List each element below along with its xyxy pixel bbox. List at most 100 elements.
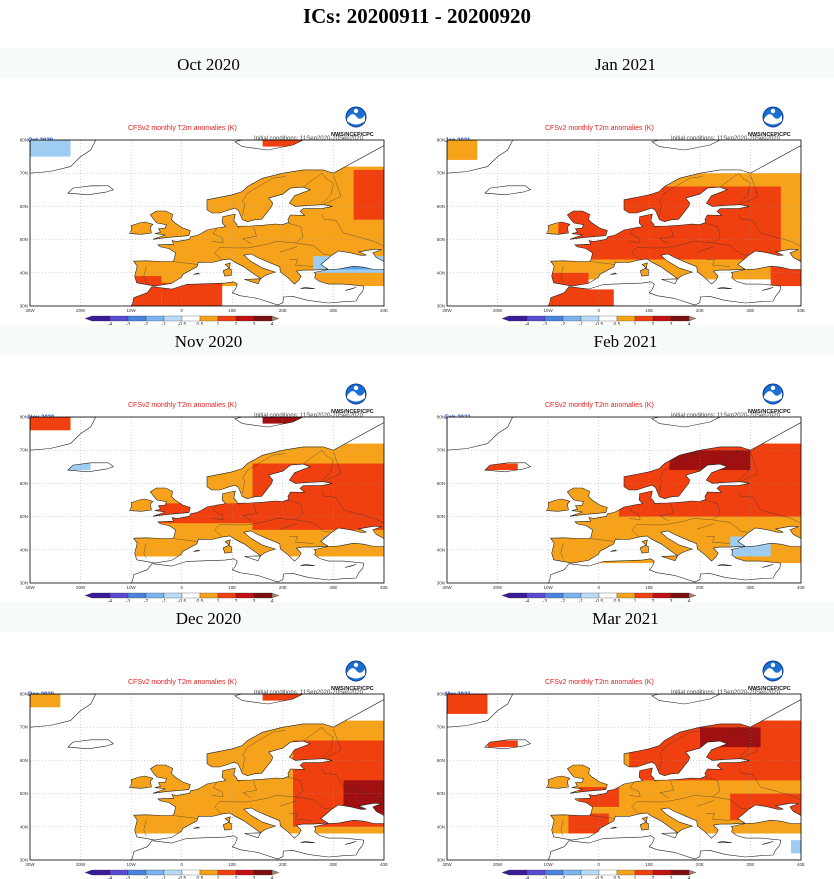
- lat-label: 50N: [437, 791, 445, 796]
- initial-conditions: Initial conditions: 11Sep2020-20Sep2020: [671, 413, 781, 419]
- panel-heading: Oct 2020: [0, 48, 417, 78]
- coastlines: [447, 694, 801, 860]
- lon-label: 30E: [329, 862, 337, 867]
- colorbar-tick: 3: [253, 322, 256, 325]
- lat-label: 40N: [20, 824, 28, 829]
- agency-label: NWS/NCEP/CPC: [331, 409, 374, 415]
- lon-label: 0: [180, 585, 183, 590]
- colorbar-tick: -2: [561, 322, 566, 325]
- lon-label: 20E: [279, 585, 287, 590]
- anomaly-map: CFSv2 monthly T2m anomalies (K) Initial c…: [437, 660, 805, 879]
- lat-label: 70N: [437, 725, 445, 730]
- lon-label: 20W: [493, 862, 503, 867]
- lon-label: 40E: [797, 862, 805, 867]
- map-title: CFSv2 monthly T2m anomalies (K): [545, 679, 654, 686]
- colorbar-tick: 2: [652, 599, 655, 602]
- lat-label: 40N: [20, 270, 28, 275]
- lon-label: 0: [180, 308, 183, 313]
- map-panel: Oct 2020 CFSv2 monthly T2m anomalies (K) I…: [0, 48, 417, 325]
- lon-label: 10W: [544, 585, 554, 590]
- map-panel: Jan 2021 CFSv2 monthly T2m anomalies (K) I…: [417, 48, 834, 325]
- lon-label: 10W: [544, 308, 554, 313]
- anomaly-map: CFSv2 monthly T2m anomalies (K) Initial c…: [20, 660, 388, 879]
- anomaly-cell: [262, 417, 314, 424]
- agency-label: NWS/NCEP/CPC: [748, 409, 791, 415]
- lon-label: 10W: [544, 862, 554, 867]
- noaa-logo-icon: [762, 106, 784, 128]
- colorbar-tick: -0.5: [595, 599, 604, 602]
- lat-label: 50N: [437, 514, 445, 519]
- lat-label: 70N: [20, 171, 28, 176]
- initial-conditions: Initial conditions: 11Sep2020-20Sep2020: [671, 690, 781, 696]
- lon-label: 20W: [493, 585, 503, 590]
- lon-label: 20E: [696, 308, 704, 313]
- colorbar-tick: -1: [579, 322, 584, 325]
- anomaly-cell: [353, 169, 384, 220]
- noaa-logo-icon: [762, 660, 784, 682]
- lon-label: 20E: [279, 308, 287, 313]
- map-panel: Dec 2020 CFSv2 monthly T2m anomalies (K) I…: [0, 602, 417, 879]
- lon-label: 30E: [329, 308, 337, 313]
- colorbar-tick: -2: [144, 322, 149, 325]
- anomaly-cell: [583, 289, 614, 306]
- agency-label: NWS/NCEP/CPC: [748, 686, 791, 692]
- colorbar-tick: -1: [162, 322, 167, 325]
- agency-label: NWS/NCEP/CPC: [331, 686, 374, 692]
- lon-label: 20W: [493, 308, 503, 313]
- coastlines: [30, 140, 384, 306]
- lat-label: 60N: [437, 204, 445, 209]
- noaa-logo-icon: [762, 383, 784, 405]
- anomaly-cell: [447, 694, 488, 714]
- lon-label: 30E: [746, 308, 754, 313]
- colorbar-tick: -4: [525, 322, 530, 325]
- panel-heading: Mar 2021: [417, 602, 834, 632]
- lat-label: 30N: [20, 581, 28, 586]
- colorbar-tick: 4: [271, 599, 274, 602]
- anomaly-map: CFSv2 monthly T2m anomalies (K) Initial c…: [437, 106, 805, 325]
- lon-label: 30W: [25, 585, 35, 590]
- lon-label: 40E: [797, 308, 805, 313]
- lat-label: 40N: [437, 547, 445, 552]
- colorbar-tick: 3: [253, 599, 256, 602]
- lat-label: 70N: [437, 171, 445, 176]
- colorbar-tick: 1: [217, 599, 220, 602]
- lat-label: 50N: [437, 237, 445, 242]
- lat-label: 80N: [20, 692, 28, 697]
- colorbar-tick: -2: [144, 599, 149, 602]
- map-panel: Feb 2021 CFSv2 monthly T2m anomalies (K) I…: [417, 325, 834, 602]
- colorbar-tick: -1: [579, 599, 584, 602]
- lon-label: 20E: [279, 862, 287, 867]
- colorbar-tick: 1: [634, 599, 637, 602]
- colorbar-tick: 1: [634, 322, 637, 325]
- lat-label: 70N: [20, 725, 28, 730]
- lat-label: 70N: [20, 448, 28, 453]
- colorbar: -4 -3 -2 -1 -0.5 0.5 1 2 3 4: [501, 869, 697, 879]
- lon-label: 10E: [645, 585, 653, 590]
- lon-label: 0: [597, 585, 600, 590]
- lat-label: 30N: [437, 581, 445, 586]
- agency-label: NWS/NCEP/CPC: [748, 132, 791, 138]
- colorbar-tick: -3: [543, 322, 548, 325]
- colorbar-tick: 0.5: [614, 322, 621, 325]
- lon-label: 10W: [127, 585, 137, 590]
- colorbar-tick: 3: [670, 599, 673, 602]
- map-title: CFSv2 monthly T2m anomalies (K): [128, 679, 237, 686]
- colorbar-tick: -4: [108, 322, 113, 325]
- panel-heading: Dec 2020: [0, 602, 417, 632]
- lat-label: 60N: [437, 758, 445, 763]
- lat-label: 40N: [437, 270, 445, 275]
- initial-conditions: Initial conditions: 11Sep2020-20Sep2020: [671, 136, 781, 142]
- lon-label: 0: [180, 862, 183, 867]
- anomaly-cell: [30, 140, 71, 157]
- anomaly-cell: [447, 140, 478, 160]
- lon-label: 10E: [228, 862, 236, 867]
- colorbar-tick: 2: [652, 322, 655, 325]
- lon-label: 30E: [746, 862, 754, 867]
- lon-label: 40E: [797, 585, 805, 590]
- lon-label: 10W: [127, 862, 137, 867]
- colorbar-tick: -1: [162, 599, 167, 602]
- colorbar-tick: 0.5: [197, 599, 204, 602]
- colorbar-tick: 2: [235, 322, 238, 325]
- coastlines: [447, 417, 801, 583]
- colorbar-tick: -3: [126, 322, 131, 325]
